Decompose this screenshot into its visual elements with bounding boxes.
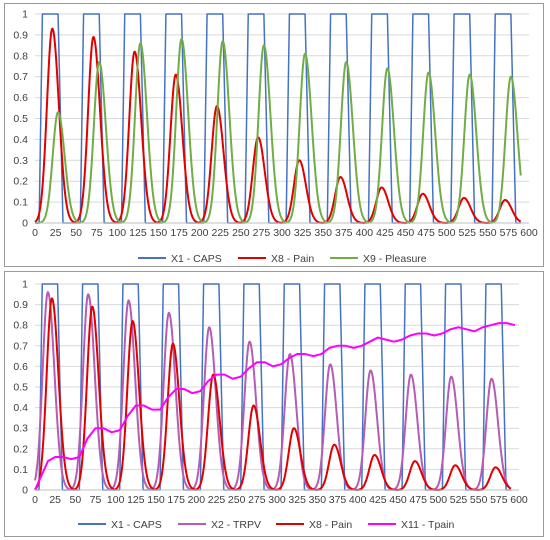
series-line-x2-trpv: [34, 291, 512, 491]
y-tick-label: 0.5: [13, 382, 28, 394]
x-tick-label: 300: [268, 494, 286, 506]
y-tick-label: 1: [22, 279, 28, 291]
x-tick-label: 150: [147, 494, 165, 506]
x-tick-label: 300: [273, 227, 291, 239]
y-tick-label: 0.1: [13, 464, 28, 476]
x-tick-label: 550: [470, 494, 488, 506]
y-tick-label: 0.8: [13, 320, 28, 332]
legend-label-x9-pleasure: X9 - Pleasure: [363, 253, 427, 265]
y-tick-label: 0: [22, 485, 28, 497]
x-tick-label: 525: [450, 494, 468, 506]
x-tick-label: 75: [91, 227, 103, 239]
x-tick-label: 350: [309, 494, 327, 506]
legend-label-x1-caps: X1 - CAPS: [111, 519, 162, 531]
x-tick-label: 100: [107, 494, 125, 506]
y-tick-label: 0.6: [13, 92, 28, 104]
x-tick-label: 500: [430, 494, 448, 506]
x-tick-label: 250: [232, 227, 250, 239]
y-tick-label: 0.9: [13, 299, 28, 311]
y-tick-label: 0.7: [13, 71, 28, 83]
series-line-x8-pain: [34, 27, 522, 224]
x-tick-label: 25: [50, 227, 62, 239]
x-tick-label: 200: [188, 494, 206, 506]
top-chart-panel: 0 0.1 0.2 0.3 0.4 0.5 0.6 0.7 0.8 0.9 1 0 25 50 75 100 1…: [4, 3, 544, 267]
y-tick-label: 0.1: [13, 197, 28, 209]
x-tick-label: 575: [500, 227, 518, 239]
x-tick-label: 425: [369, 494, 387, 506]
y-tick-label: 0.9: [13, 29, 28, 41]
x-tick-label: 25: [49, 494, 61, 506]
series-line-x9-pleasure: [34, 38, 522, 224]
legend-label-x11-tpain: X11 - Tpain: [401, 519, 454, 531]
series-line-x11-tpain: [34, 322, 516, 491]
series-line-x8-pain: [34, 297, 512, 491]
x-tick-label: 125: [129, 227, 147, 239]
top-line-chart: 00.10.20.30.40.50.60.70.80.910 25 50 75 100 1…: [13, 9, 538, 266]
x-tick-label: 450: [389, 494, 407, 506]
bottom-chart-panel: 0 0.1 0.2 0.3 0.4 0.5 0.6 0.7 0.8 0.9 1 0 25 50 75 100 1…: [4, 271, 544, 537]
x-tick-label: 600: [510, 494, 528, 506]
x-tick-label: 75: [90, 494, 102, 506]
y-tick-label: 0.2: [13, 176, 28, 188]
x-tick-label: 375: [329, 494, 347, 506]
x-tick-label: 225: [208, 494, 226, 506]
y-tick-label: 0: [22, 218, 28, 230]
x-tick-label: 400: [356, 227, 374, 239]
x-tick-label: 325: [294, 227, 312, 239]
x-tick-label: 250: [228, 494, 246, 506]
x-tick-label: 150: [150, 227, 168, 239]
y-tick-label: 1: [22, 9, 28, 21]
legend-label-x2-trpv: X2 - TRPV: [211, 519, 261, 531]
x-tick-label: 375: [335, 227, 353, 239]
x-tick-label: 425: [376, 227, 394, 239]
x-tick-label: 225: [211, 227, 229, 239]
x-tick-label: 600: [520, 227, 538, 239]
x-tick-label: 50: [70, 227, 82, 239]
x-tick-label: 175: [167, 494, 185, 506]
legend-label-x1-caps: X1 - CAPS: [171, 253, 222, 265]
x-tick-label: 275: [248, 494, 266, 506]
x-tick-label: 575: [490, 494, 508, 506]
x-tick-label: 125: [127, 494, 145, 506]
x-tick-label: 475: [409, 494, 427, 506]
x-tick-label: 325: [288, 494, 306, 506]
x-tick-label: 525: [458, 227, 476, 239]
x-tick-label: 275: [253, 227, 271, 239]
x-tick-label: 0: [32, 494, 38, 506]
x-tick-label: 200: [191, 227, 209, 239]
x-tick-label: 350: [314, 227, 332, 239]
x-tick-label: 0: [32, 227, 38, 239]
x-tick-label: 400: [349, 494, 367, 506]
bottom-line-chart: 00.10.20.30.40.50.60.70.80.910 25 50 75 100 1…: [13, 279, 528, 532]
y-tick-label: 0.3: [13, 155, 28, 167]
x-tick-label: 50: [69, 494, 81, 506]
y-tick-label: 0.7: [13, 340, 28, 352]
x-tick-label: 175: [170, 227, 188, 239]
x-tick-label: 100: [109, 227, 127, 239]
x-tick-label: 500: [438, 227, 456, 239]
y-tick-label: 0.4: [13, 134, 28, 146]
y-tick-label: 0.3: [13, 423, 28, 435]
y-tick-label: 0.2: [13, 443, 28, 455]
legend-label-x8-pain: X8 - Pain: [309, 519, 352, 531]
y-tick-label: 0.4: [13, 402, 28, 414]
y-tick-label: 0.8: [13, 50, 28, 62]
legend-label-x8-pain: X8 - Pain: [271, 253, 314, 265]
x-tick-label: 475: [417, 227, 435, 239]
x-tick-label: 450: [397, 227, 415, 239]
y-tick-label: 0.5: [13, 113, 28, 125]
x-tick-label: 550: [479, 227, 497, 239]
y-tick-label: 0.6: [13, 361, 28, 373]
